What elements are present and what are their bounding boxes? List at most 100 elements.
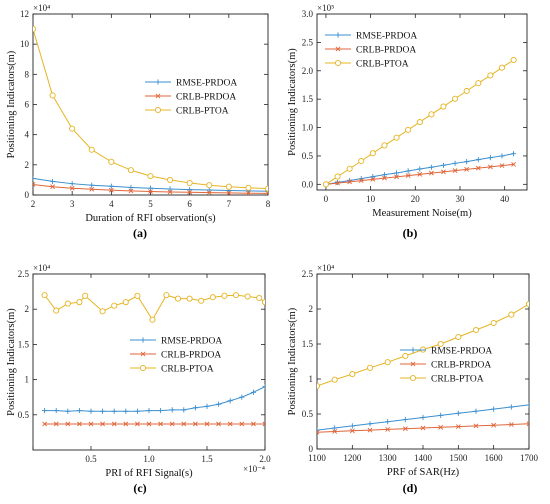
data-point-crlb-ptoa — [256, 294, 263, 301]
legend-label: RMSE-PRDOA — [161, 337, 222, 347]
data-point-crlb-ptoa — [186, 179, 193, 186]
chart-panel-4: 1100 1200 1300 1400 1500 1600 1700 0 0.5 1 1.5 2 2.5… — [287, 263, 539, 495]
data-point-rmse-prdoa — [100, 408, 106, 414]
data-point-crlb-ptoa — [225, 183, 232, 190]
data-point-crlb-ptoa — [64, 300, 71, 307]
x-tick-label: 1.0 — [143, 454, 155, 464]
data-point-rmse-prdoa — [187, 186, 193, 193]
y-tick-label: 0.0 — [302, 179, 314, 189]
data-point-crlb-prdoa — [508, 422, 514, 427]
x-tick-label: 1400 — [414, 453, 433, 463]
data-point-crlb-ptoa — [452, 95, 459, 102]
data-point-crlb-prdoa — [53, 421, 59, 427]
data-point-rmse-prdoa — [487, 155, 493, 161]
data-point-rmse-prdoa — [53, 407, 59, 414]
data-point-crlb-ptoa — [381, 142, 388, 149]
data-point-crlb-ptoa — [99, 308, 106, 315]
data-point-crlb-ptoa — [366, 364, 374, 371]
data-point-crlb-prdoa — [262, 421, 265, 427]
data-point-rmse-prdoa — [227, 398, 233, 404]
data-point-rmse-prdoa — [367, 421, 373, 427]
data-point-crlb-ptoa — [405, 126, 412, 133]
data-point-rmse-prdoa — [42, 407, 48, 414]
data-point-crlb-ptoa — [334, 173, 341, 180]
series-line-crlb-ptoa — [33, 28, 268, 190]
data-point-rmse-prdoa — [475, 157, 481, 163]
data-point-crlb-prdoa — [347, 179, 353, 185]
data-point-rmse-prdoa — [438, 412, 444, 418]
legend-marker — [334, 59, 342, 67]
data-point-rmse-prdoa — [385, 419, 391, 425]
data-point-rmse-prdoa — [216, 401, 222, 407]
panel-caption: (a) — [133, 226, 147, 240]
data-point-rmse-prdoa — [146, 407, 152, 414]
data-point-rmse-prdoa — [349, 423, 355, 429]
legend-marker — [410, 361, 416, 367]
data-point-crlb-ptoa — [111, 302, 118, 309]
data-point-crlb-prdoa — [158, 421, 163, 427]
data-point-rmse-prdoa — [491, 406, 497, 412]
data-point-crlb-prdoa — [473, 423, 479, 429]
data-point-rmse-prdoa — [169, 407, 175, 413]
legend: RMSE-PRDOA CRLB-PRDOA CRLB-PTOA — [145, 79, 237, 117]
data-point-rmse-prdoa — [158, 407, 164, 414]
y-tick-label: 2.0 — [302, 66, 314, 76]
y-tick-label: 1.5 — [302, 339, 314, 349]
x-tick-label: 3 — [70, 199, 75, 209]
series-line-rmse-prdoa — [44, 386, 265, 412]
data-point-crlb-ptoa — [490, 319, 497, 327]
data-point-rmse-prdoa — [473, 408, 479, 414]
y-tick-label: 1.0 — [302, 123, 314, 133]
data-point-crlb-prdoa — [491, 422, 497, 428]
data-point-crlb-prdoa — [526, 421, 529, 427]
data-point-crlb-ptoa — [174, 295, 182, 302]
y-tick-label: 4 — [25, 130, 30, 140]
data-point-crlb-prdoa — [123, 421, 129, 427]
data-point-crlb-prdoa — [265, 190, 268, 195]
data-point-crlb-prdoa — [128, 188, 134, 194]
x-tick-label: 1100 — [308, 453, 326, 463]
legend-label: CRLB-PTOA — [356, 60, 409, 70]
data-point-rmse-prdoa — [111, 408, 117, 414]
y-axis-label: Positioning Indicators(m) — [287, 48, 298, 156]
data-point-crlb-ptoa — [167, 176, 174, 183]
data-point-rmse-prdoa — [420, 414, 426, 421]
x-exponent-label: ×10⁻⁴ — [243, 464, 265, 474]
data-point-crlb-ptoa — [525, 301, 529, 308]
data-point-crlb-ptoa — [147, 173, 154, 180]
data-point-crlb-ptoa — [384, 359, 391, 366]
data-point-crlb-prdoa — [50, 184, 55, 190]
y-tick-label: 2.5 — [302, 37, 314, 47]
y-tick-label: 6 — [25, 100, 30, 110]
y-tick-label: 0.5 — [302, 409, 314, 419]
data-point-crlb-ptoa — [487, 72, 494, 79]
legend: RMSE-PRDOA CRLB-PRDOA CRLB-PTOA — [325, 32, 417, 70]
data-point-crlb-ptoa — [221, 292, 228, 299]
x-tick-label: 10 — [366, 194, 376, 204]
data-point-crlb-prdoa — [100, 421, 105, 427]
series-group — [322, 56, 517, 188]
data-point-crlb-prdoa — [438, 424, 444, 430]
data-point-rmse-prdoa — [428, 164, 434, 170]
data-point-crlb-prdoa — [226, 190, 232, 195]
data-point-rmse-prdoa — [49, 178, 56, 185]
data-point-rmse-prdoa — [405, 168, 411, 174]
chart-panel-3: 0.5 1.0 1.5 2.0 0.5 1 1.5 2 2.5×10⁴ ×10⁻⁴ PRI of R… — [6, 263, 271, 495]
y-tick-label: 2.5 — [302, 269, 314, 279]
x-tick-label: 20 — [411, 194, 421, 204]
y-tick-label: 0 — [309, 444, 314, 454]
data-point-crlb-prdoa — [499, 163, 505, 168]
legend-marker — [139, 364, 147, 372]
data-point-rmse-prdoa — [69, 181, 75, 187]
data-point-rmse-prdoa — [76, 407, 82, 414]
data-point-crlb-ptoa — [264, 185, 268, 192]
data-point-crlb-prdoa — [65, 421, 71, 427]
plot-frame — [316, 273, 530, 450]
series-line-crlb-ptoa — [317, 303, 529, 387]
legend-marker — [409, 374, 417, 382]
data-point-crlb-ptoa — [198, 297, 205, 304]
data-point-crlb-prdoa — [385, 427, 391, 432]
data-point-rmse-prdoa — [417, 166, 423, 172]
x-tick-label: 4 — [109, 199, 114, 209]
